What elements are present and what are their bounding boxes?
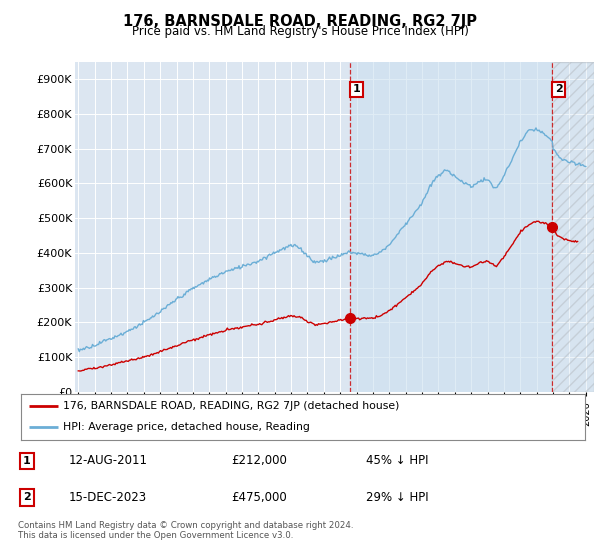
Text: 2: 2 [555,85,562,95]
Text: 15-DEC-2023: 15-DEC-2023 [69,491,147,504]
Bar [350,62,552,392]
Text: 1: 1 [353,85,360,95]
Text: 176, BARNSDALE ROAD, READING, RG2 7JP: 176, BARNSDALE ROAD, READING, RG2 7JP [123,14,477,29]
Text: 45% ↓ HPI: 45% ↓ HPI [366,454,428,468]
Text: 176, BARNSDALE ROAD, READING, RG2 7JP (detached house): 176, BARNSDALE ROAD, READING, RG2 7JP (d… [64,401,400,411]
Text: 29% ↓ HPI: 29% ↓ HPI [366,491,428,504]
Text: 12-AUG-2011: 12-AUG-2011 [69,454,148,468]
Bar [552,62,594,392]
Bar [552,62,594,392]
Text: Price paid vs. HM Land Registry's House Price Index (HPI): Price paid vs. HM Land Registry's House … [131,25,469,38]
Text: Contains HM Land Registry data © Crown copyright and database right 2024.
This d: Contains HM Land Registry data © Crown c… [18,521,353,540]
Text: 2: 2 [23,492,31,502]
Text: £475,000: £475,000 [231,491,287,504]
Text: 1: 1 [23,456,31,466]
Text: £212,000: £212,000 [231,454,287,468]
Text: HPI: Average price, detached house, Reading: HPI: Average price, detached house, Read… [64,422,310,432]
